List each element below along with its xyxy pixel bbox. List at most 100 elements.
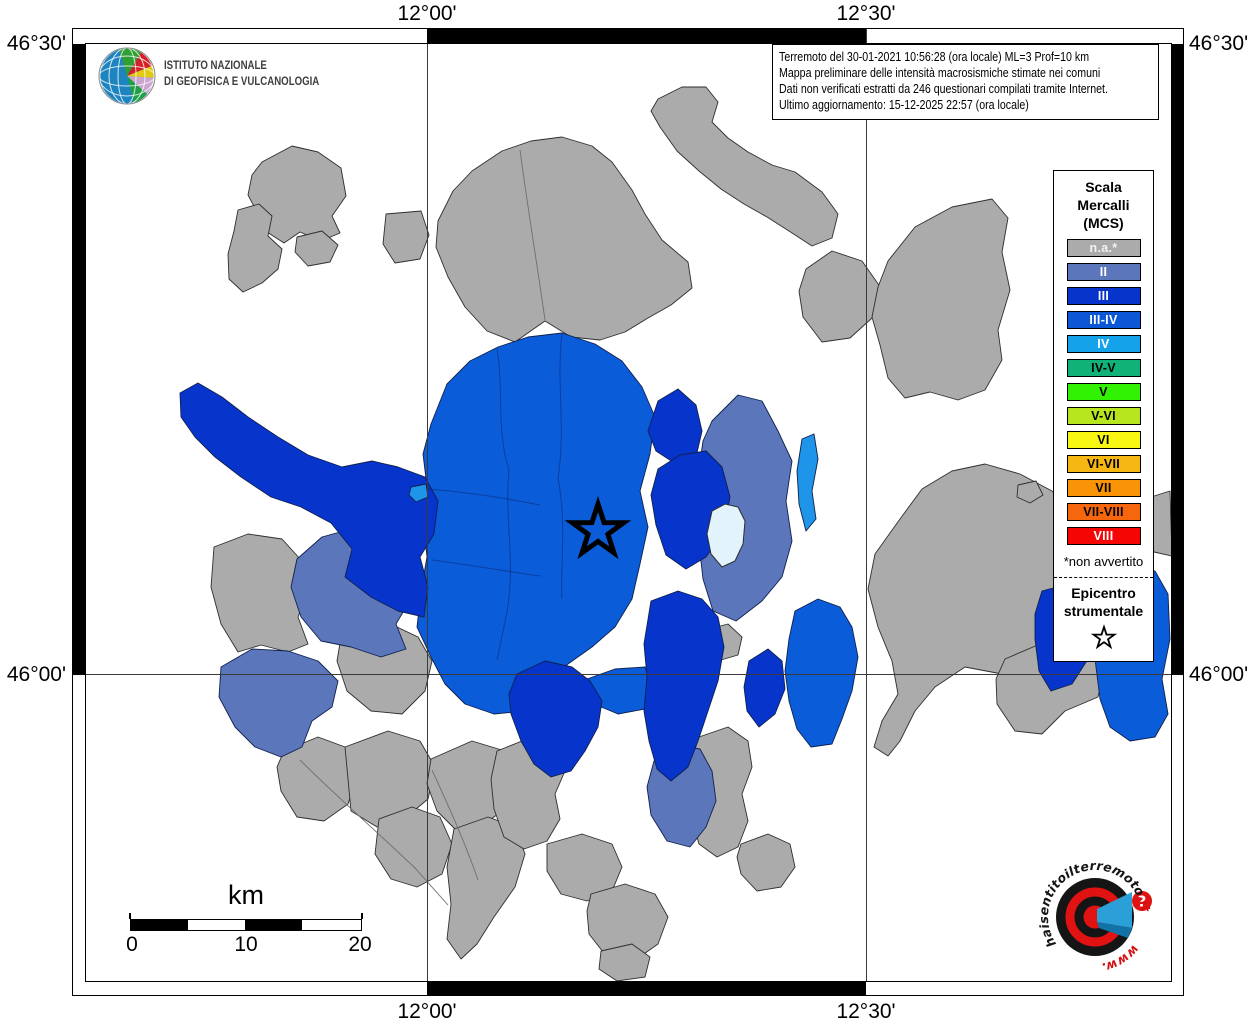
municipality-polygon	[798, 250, 882, 343]
axis-label-top-left: 12°00'	[397, 2, 457, 25]
ingv-globe-icon	[98, 47, 156, 105]
info-line-updated: Ultimo aggiornamento: 15-12-2025 22:57 (…	[779, 98, 1029, 112]
question-badge	[1132, 891, 1152, 911]
legend-swatch-v: V	[1066, 382, 1141, 401]
ingv-name-line2: DI GEOFISICA E VULCANOLOGIA	[164, 75, 320, 88]
municipality-polygon	[179, 382, 439, 618]
legend-swatch-iii: III	[1066, 286, 1141, 305]
legend-swatch-iv-v: IV-V	[1066, 358, 1141, 377]
intensity-iv-municipalities	[408, 433, 819, 532]
gridline-meridian-12-00	[427, 29, 428, 982]
legend-title-line1: Scala	[1085, 179, 1122, 195]
municipality-polygon	[796, 433, 819, 532]
frame-segment-right	[1172, 44, 1183, 675]
gridline-meridian-12-30	[866, 29, 867, 982]
lake	[706, 503, 746, 568]
legend-swatch-iv: IV	[1066, 334, 1141, 353]
legend-swatch-na: n.a.*	[1066, 238, 1141, 257]
municipality-polygon	[508, 660, 603, 778]
municipality-polygon	[99, 65, 155, 87]
frame-segment-bottom	[427, 982, 866, 995]
municipality-polygon	[218, 648, 339, 758]
megaphone-icon-shadow	[1097, 922, 1132, 938]
legend-title-line3: (MCS)	[1083, 215, 1124, 232]
municipality-polygon	[210, 533, 309, 653]
ingv-logo: ISTITUTO NAZIONALE DI GEOFISICA E VULCAN…	[98, 47, 328, 107]
municipality-map	[179, 86, 1171, 981]
municipality-polygon	[127, 76, 155, 95]
info-line-map-type: Mappa preliminare delle intensità macros…	[779, 66, 1101, 80]
municipality-polygon	[736, 833, 796, 892]
municipality-polygon	[557, 333, 564, 600]
axis-label-left-bottom: 46°00'	[6, 663, 66, 686]
legend-swatch-iii-iv: III-IV	[1066, 310, 1141, 329]
legend-title-line2: Mercalli	[1077, 197, 1130, 214]
municipality-polygon	[127, 65, 155, 78]
municipality-polygon	[117, 48, 137, 104]
frame-segment-left	[73, 44, 85, 675]
municipality-polygon	[382, 210, 430, 264]
municipality-polygon	[227, 203, 283, 293]
municipality-polygon	[496, 348, 511, 661]
axis-label-right-bottom: 46°00'	[1189, 663, 1249, 686]
legend-swatch-ii: II	[1066, 262, 1141, 281]
scale-bar-unit: km	[228, 880, 264, 910]
municipality-polygon	[299, 759, 449, 906]
info-line-event: Terremoto del 30-01-2021 10:56:28 (ora l…	[779, 50, 1090, 64]
axis-label-top-right: 12°30'	[836, 2, 896, 25]
legend-swatch-vi-vii: VI-VII	[1066, 454, 1141, 473]
question-badge-text: ?	[1138, 893, 1147, 911]
municipality-polygon	[650, 86, 839, 247]
mcs-legend: Scala Mercalli (MCS) n.a.* II III III-IV…	[1053, 170, 1154, 663]
scale-label-20: 20	[348, 933, 372, 956]
map-frame-inner	[85, 43, 1172, 982]
municipality-polygon	[743, 648, 786, 728]
legend-swatch-viii: VIII	[1066, 526, 1141, 545]
municipality-polygon	[276, 736, 359, 822]
municipality-polygon	[119, 48, 142, 76]
frame-segment-top	[427, 29, 866, 43]
map-frame-outer	[72, 28, 1184, 996]
municipality-polygon	[871, 198, 1011, 401]
axis-label-right-top: 46°30'	[1189, 32, 1249, 55]
municipality-polygon	[1090, 624, 1117, 650]
municipality-polygon	[99, 55, 155, 97]
municipality-polygon	[1016, 480, 1044, 504]
municipality-polygon	[431, 559, 541, 577]
scale-label-0: 0	[126, 933, 138, 956]
ingv-name-line1: ISTITUTO NAZIONALE	[164, 60, 267, 72]
municipality-polygon	[647, 388, 703, 465]
municipality-polygon	[784, 598, 859, 748]
municipality-polygon	[519, 149, 546, 321]
legend-epicenter-line2: strumentale	[1063, 602, 1144, 619]
municipality-polygon	[408, 483, 429, 503]
scale-bar	[129, 913, 363, 931]
municipality-boundary-lines	[427, 333, 564, 661]
epicenter-star	[564, 495, 632, 560]
municipality-polygon	[867, 463, 1091, 757]
municipality-polygon	[435, 136, 693, 343]
municipality-polygon	[643, 590, 725, 782]
map-scale-bar: km 0 10 20	[126, 880, 372, 957]
municipality-polygon	[374, 806, 453, 888]
gridline-parallel-46-00	[72, 674, 1184, 675]
legend-swatch-vi: VI	[1066, 430, 1141, 449]
municipality-polygon	[98, 47, 156, 105]
municipality-polygon	[586, 883, 669, 962]
axis-label-bottom-left: 12°00'	[397, 1000, 457, 1023]
info-line-data-source: Dati non verificati estratti da 246 ques…	[779, 82, 1108, 96]
legend-swatch-v-vi: V-VI	[1066, 406, 1141, 425]
legend-epicenter-line1: Epicentro	[1071, 584, 1136, 601]
axis-label-left-top: 46°30'	[6, 32, 66, 55]
municipality-polygon	[431, 769, 479, 881]
watermark-tld-text: .it	[1135, 893, 1154, 914]
municipality-polygon	[99, 48, 155, 104]
earthquake-info-box: Terremoto del 30-01-2021 10:56:28 (ora l…	[772, 44, 1159, 120]
legend-footnote: *non avvertito	[1063, 553, 1144, 569]
legend-swatch-vii: VII	[1066, 478, 1141, 497]
megaphone-icon	[1097, 892, 1132, 928]
epicenter-star-icon	[1090, 624, 1117, 650]
municipality-polygon	[427, 488, 541, 506]
scale-label-10: 10	[234, 933, 258, 956]
